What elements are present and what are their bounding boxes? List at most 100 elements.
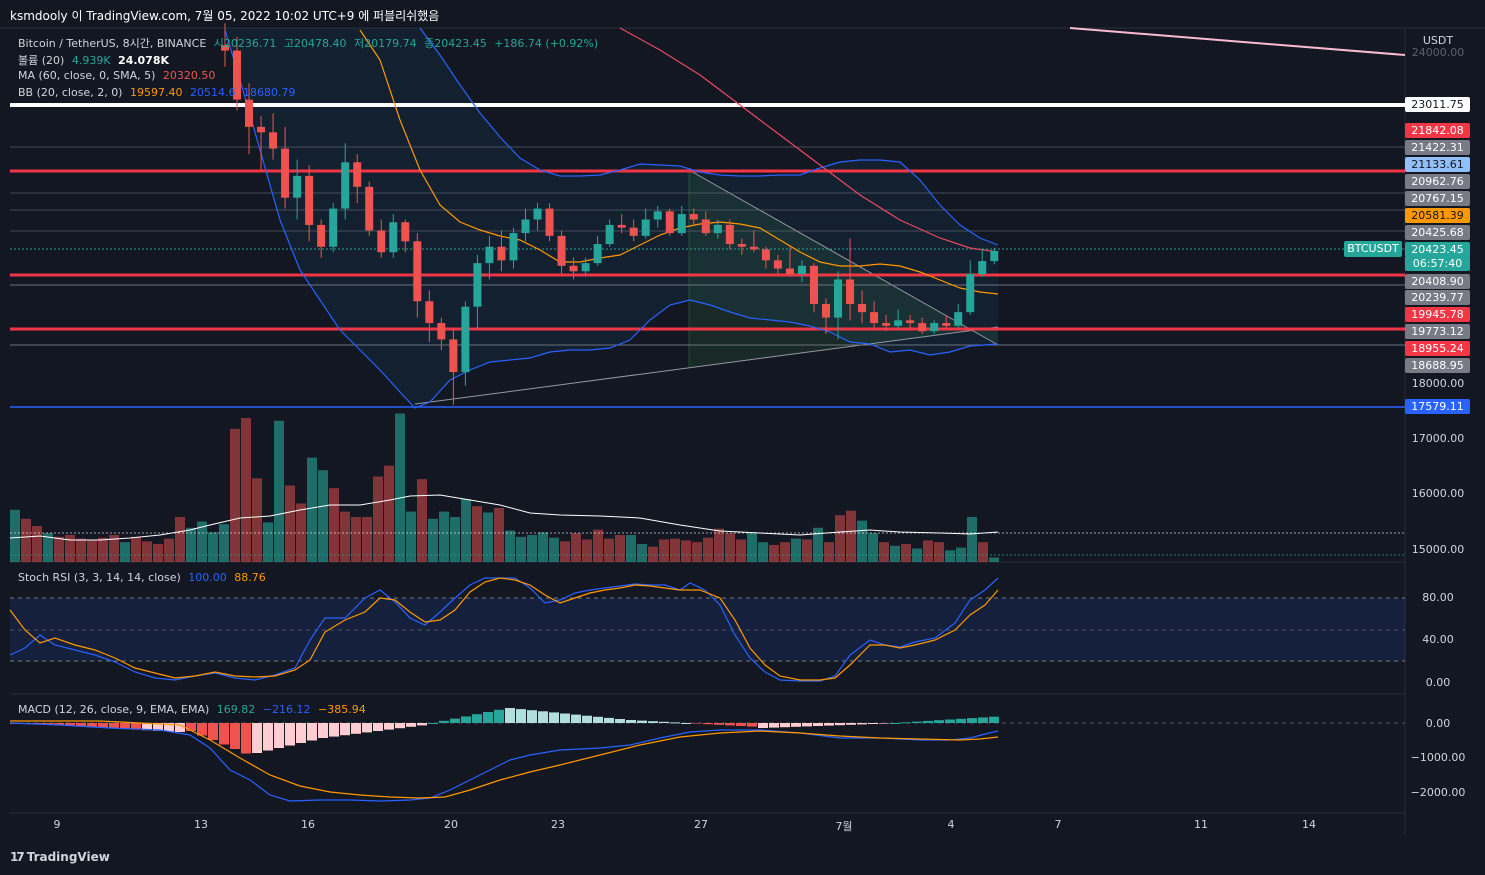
macd-histogram-bar	[208, 723, 218, 740]
macd-histogram-bar	[626, 720, 636, 723]
macd-histogram-bar	[318, 723, 328, 738]
macd-histogram-bar	[604, 717, 614, 723]
price-label-21133[interactable]: 21133.61	[1405, 157, 1470, 172]
candle-body	[930, 323, 939, 332]
macd-histogram-bar	[197, 723, 207, 736]
last-price-label[interactable]: 20423.45	[1405, 242, 1470, 257]
bollinger-lower-line	[224, 29, 999, 409]
time-label-23: 23	[551, 818, 565, 831]
volume-bar	[538, 532, 548, 562]
candle-body	[365, 186, 374, 231]
macd-histogram-bar	[934, 720, 944, 723]
volume-bar	[747, 533, 757, 562]
macd-tick-0: 0.00	[1425, 717, 1451, 730]
volume-bar	[626, 535, 636, 562]
volume-bar	[582, 539, 592, 562]
volume-bar	[978, 542, 988, 562]
volume-bar	[714, 528, 724, 562]
macd-histogram-bar	[813, 723, 823, 726]
trend-support-line	[414, 326, 999, 405]
volume-bar	[32, 526, 42, 562]
volume-bar	[791, 538, 801, 562]
volume-bar	[186, 527, 196, 562]
macd-histogram-bar	[395, 723, 405, 729]
candle-body	[557, 235, 566, 266]
bb-legend-upper: 20514.6	[189, 86, 236, 99]
macd-histogram-bar	[615, 719, 625, 723]
macd-legend-macd: −216.12	[262, 703, 311, 716]
volume-bar	[637, 544, 647, 562]
bb-legend[interactable]: BB (20, close, 2, 0) 19597.40 20514.6 18…	[18, 86, 299, 99]
volume-bar	[208, 532, 218, 562]
macd-histogram-bar	[307, 723, 317, 741]
time-label-july: 7월	[835, 820, 853, 833]
price-label-20239[interactable]: 20239.77	[1405, 290, 1470, 305]
candle-body	[533, 208, 542, 220]
macd-histogram-bar	[582, 715, 592, 723]
macd-legend[interactable]: MACD (12, 26, close, 9, EMA, EMA) 169.82…	[18, 703, 370, 716]
volume-bar	[296, 503, 306, 562]
macd-line	[9, 722, 999, 802]
bb-legend-basis: 19597.40	[129, 86, 183, 99]
price-label-18688[interactable]: 18688.95	[1405, 358, 1470, 373]
volume-bar	[615, 535, 625, 562]
volume-legend[interactable]: 볼륨 (20) 4.939K 24.078K	[18, 52, 173, 68]
stoch-legend-k: 100.00	[188, 571, 227, 584]
price-label-17579[interactable]: 17579.11	[1405, 399, 1470, 414]
volume-bar	[219, 524, 229, 562]
volume-bar	[967, 517, 977, 562]
volume-bar	[274, 420, 284, 562]
macd-histogram-bar	[329, 723, 339, 737]
tradingview-logo[interactable]: 17 TradingView	[10, 850, 110, 864]
candle-body	[617, 224, 626, 228]
macd-histogram-bar	[527, 710, 537, 723]
volume-bar	[516, 536, 526, 562]
publish-header-text: ksmdooly 이 TradingView.com, 7월 05, 2022 …	[10, 9, 440, 23]
macd-histogram-bar	[659, 721, 669, 723]
price-label-20962[interactable]: 20962.76	[1405, 174, 1470, 189]
volume-bar	[901, 544, 911, 562]
candle-body	[701, 219, 710, 234]
candle-body	[353, 162, 362, 187]
volume-bar	[527, 535, 537, 562]
stoch-legend[interactable]: Stoch RSI (3, 3, 14, 14, close) 100.00 8…	[18, 571, 270, 584]
volume-bar	[153, 544, 163, 562]
price-label-20408[interactable]: 20408.90	[1405, 274, 1470, 289]
candle-body	[990, 250, 999, 262]
price-label-21422[interactable]: 21422.31	[1405, 140, 1470, 155]
candle-body	[713, 224, 722, 234]
moving-average-line	[619, 27, 999, 253]
bollinger-upper-line	[419, 27, 999, 246]
bar-countdown-label[interactable]: 06:57:40	[1405, 256, 1470, 271]
price-label-18955[interactable]: 18955.24	[1405, 341, 1470, 356]
volume-bar	[120, 542, 130, 562]
macd-histogram-bar	[186, 723, 196, 731]
candle-body	[509, 233, 518, 261]
stoch-d-line	[9, 577, 999, 681]
price-label-20425[interactable]: 20425.68	[1405, 225, 1470, 240]
price-label-21842[interactable]: 21842.08	[1405, 123, 1470, 138]
price-label-19945[interactable]: 19945.78	[1405, 307, 1470, 322]
macd-histogram-bar	[879, 723, 889, 724]
volume-bar	[318, 470, 328, 562]
volume-bar	[736, 539, 746, 562]
volume-bar	[197, 521, 207, 562]
candle-body	[593, 244, 602, 264]
macd-histogram-bar	[384, 723, 394, 730]
price-label-19773[interactable]: 19773.12	[1405, 324, 1470, 339]
price-label-23011[interactable]: 23011.75	[1405, 97, 1470, 112]
candle-body	[870, 312, 879, 324]
ma-legend[interactable]: MA (60, close, 0, SMA, 5) 20320.50	[18, 69, 219, 82]
macd-histogram-bar	[703, 723, 713, 725]
macd-histogram	[10, 708, 999, 754]
price-label-20767[interactable]: 20767.15	[1405, 191, 1470, 206]
macd-histogram-bar	[956, 718, 966, 723]
candle-body	[773, 260, 782, 269]
candle-body	[581, 263, 590, 272]
candle-body	[269, 132, 278, 149]
macd-histogram-bar	[714, 723, 724, 725]
volume-bar	[659, 539, 669, 562]
volume-bar	[879, 542, 889, 562]
price-label-20581[interactable]: 20581.39	[1405, 208, 1470, 223]
